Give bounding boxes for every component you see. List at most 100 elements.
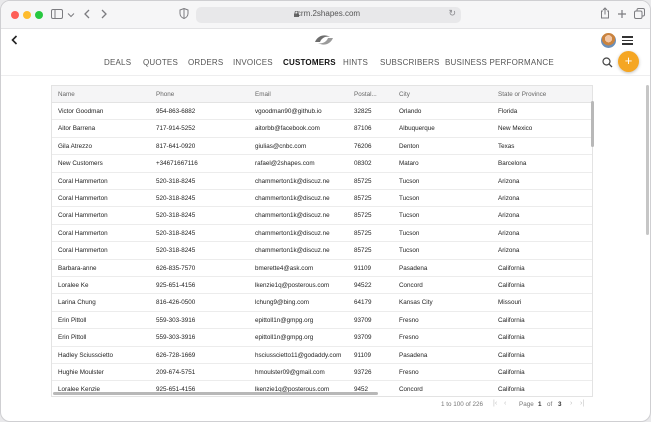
table-row[interactable]: Coral Hammerton 520-318-8245 chammerton1k@… (52, 242, 592, 260)
email-cell: hmoulster09@gmail.com (255, 369, 325, 376)
column-header-city[interactable]: City (399, 91, 410, 98)
maximize-window-button[interactable] (35, 11, 43, 19)
reload-icon[interactable]: ↻ (448, 8, 456, 18)
next-page-button[interactable]: › (570, 400, 573, 407)
address-bar[interactable]: crm.2shapes.com ↻ (196, 7, 461, 23)
nav-item-deals[interactable]: DEALS (104, 58, 132, 67)
state-cell: Florida (498, 108, 518, 115)
chevron-down-icon[interactable] (63, 7, 79, 23)
close-window-button[interactable] (11, 11, 19, 19)
share-icon[interactable] (597, 7, 613, 23)
postal-code-cell: 93726 (354, 369, 372, 376)
back-chevron-icon[interactable] (11, 34, 18, 48)
page-scrollbar[interactable] (646, 85, 649, 235)
table-row[interactable]: Loralee Kenzie 925-651-4156 lkenzie1q@post… (52, 381, 592, 396)
state-cell: Barcelona (498, 160, 527, 168)
table-row[interactable]: New Customers +34671667116 rafael@2shapes.… (52, 155, 592, 173)
email-cell: bmerette4@ask.com (255, 264, 314, 272)
state-cell: Missouri (498, 299, 522, 307)
city-cell: Fresno (399, 334, 419, 342)
city-cell: Pasadena (399, 264, 428, 272)
email-cell: aitorbb@facebook.com (255, 125, 320, 133)
phone-cell: 925-651-4156 (156, 282, 196, 289)
phone-cell: 520-318-8245 (156, 177, 196, 185)
company-logo-icon[interactable] (313, 33, 335, 47)
hamburger-menu-icon[interactable] (622, 36, 633, 45)
table-row[interactable]: Barbara-anne 626-835-7570 bmerette4@ask.co… (52, 260, 592, 277)
back-arrow-icon[interactable] (79, 7, 95, 23)
email-cell: lkenzie1q@posterous.com (255, 386, 330, 394)
add-customer-button[interactable]: + (618, 51, 639, 72)
table-horizontal-scrollbar[interactable] (53, 392, 378, 395)
table-row[interactable]: Erin Pittoll 559-303-3916 epittoll1n@gmpg.… (52, 312, 592, 330)
user-avatar[interactable] (601, 33, 616, 48)
postal-code-cell: 85725 (354, 195, 372, 202)
nav-item-invoices[interactable]: INVOICES (233, 58, 273, 67)
name-cell: Erin Pittoll (58, 334, 87, 342)
nav-item-subscribers[interactable]: SUBSCRIBERS (380, 58, 440, 67)
postal-code-cell: 91109 (354, 351, 372, 359)
city-cell: Pasadena (399, 351, 428, 359)
city-cell: Tucson (399, 212, 420, 220)
table-row[interactable]: Gila Atrezzo 817-641-0920 giulias@cnbc.com… (52, 138, 592, 156)
name-cell: Victor Goodman (58, 108, 104, 115)
nav-item-business-performance[interactable]: BUSINESS PERFORMANCE (445, 58, 554, 67)
name-cell: Coral Hammerton (58, 229, 108, 237)
table-row[interactable]: Victor Goodman 954-863-6882 vgoodman90@git… (52, 103, 592, 121)
postal-code-cell: 91109 (354, 264, 372, 272)
nav-item-customers[interactable]: CUSTOMERS (283, 58, 336, 67)
table-row[interactable]: Coral Hammerton 520-318-8245 chammerton1k@… (52, 190, 592, 208)
city-cell: Tucson (399, 195, 420, 202)
search-icon[interactable] (602, 57, 613, 68)
column-header-state[interactable]: State or Province (498, 91, 547, 98)
table-row[interactable]: Hadley Sciusscietto 626-728-1669 hsciussci… (52, 347, 592, 364)
phone-cell: 520-318-8245 (156, 229, 196, 237)
phone-cell: 520-318-8245 (156, 195, 196, 202)
postal-code-cell: 64179 (354, 299, 372, 307)
first-page-button[interactable]: |‹ (493, 400, 498, 407)
table-row[interactable]: Erin Pittoll 559-303-3916 epittoll1n@gmpg.… (52, 329, 592, 347)
phone-cell: 520-318-8245 (156, 247, 196, 255)
privacy-shield-icon[interactable] (176, 7, 192, 23)
name-cell: Coral Hammerton (58, 212, 108, 220)
column-header-phone[interactable]: Phone (156, 91, 175, 98)
lock-icon (294, 11, 299, 17)
name-cell: Coral Hammerton (58, 177, 108, 185)
table-vertical-scrollbar[interactable] (591, 101, 594, 147)
postal-code-cell: 9452 (354, 386, 369, 394)
tab-overview-icon[interactable] (631, 7, 647, 23)
state-cell: California (498, 334, 525, 342)
sidebar-icon[interactable] (49, 7, 65, 23)
email-cell: vgoodman90@github.io (255, 108, 322, 115)
column-header-name[interactable]: Name (58, 91, 75, 98)
last-page-button[interactable]: ›| (580, 400, 585, 407)
table-row[interactable]: Aitor Barrena 717-914-5252 aitorbb@faceboo… (52, 120, 592, 138)
table-row[interactable]: Loralee Ke 925-651-4156 lkenzie1q@posterou… (52, 277, 592, 295)
postal-code-cell: 08302 (354, 160, 372, 168)
pagination-of-label: of (547, 401, 553, 408)
nav-item-hints[interactable]: HINTS (343, 58, 368, 67)
minimize-window-button[interactable] (23, 11, 31, 19)
state-cell: Arizona (498, 212, 520, 220)
table-row[interactable]: Larina Chung 816-426-0500 lchung9@bing.com… (52, 294, 592, 312)
forward-arrow-icon[interactable] (96, 7, 112, 23)
postal-code-cell: 94522 (354, 282, 372, 289)
city-cell: Denton (399, 142, 420, 150)
table-row[interactable]: Coral Hammerton 520-318-8245 chammerton1k@… (52, 207, 592, 225)
email-cell: epittoll1n@gmpg.org (255, 334, 314, 342)
state-cell: Arizona (498, 177, 520, 185)
name-cell: Erin Pittoll (58, 316, 87, 324)
state-cell: Texas (498, 142, 515, 150)
column-header-email[interactable]: Email (255, 91, 271, 98)
table-row[interactable]: Coral Hammerton 520-318-8245 chammerton1k@… (52, 173, 592, 190)
nav-item-orders[interactable]: ORDERS (188, 58, 224, 67)
table-row[interactable]: Hughie Moulster 209-674-5751 hmoulster09@g… (52, 364, 592, 382)
column-header-postal[interactable]: Postal... (354, 91, 377, 98)
nav-item-quotes[interactable]: QUOTES (143, 58, 178, 67)
previous-page-button[interactable]: ‹ (504, 400, 507, 407)
city-cell: Tucson (399, 177, 420, 185)
new-tab-icon[interactable] (614, 7, 630, 23)
city-cell: Mataro (399, 160, 419, 168)
table-row[interactable]: Coral Hammerton 520-318-8245 chammerton1k@… (52, 225, 592, 243)
phone-cell: 559-303-3916 (156, 316, 196, 324)
